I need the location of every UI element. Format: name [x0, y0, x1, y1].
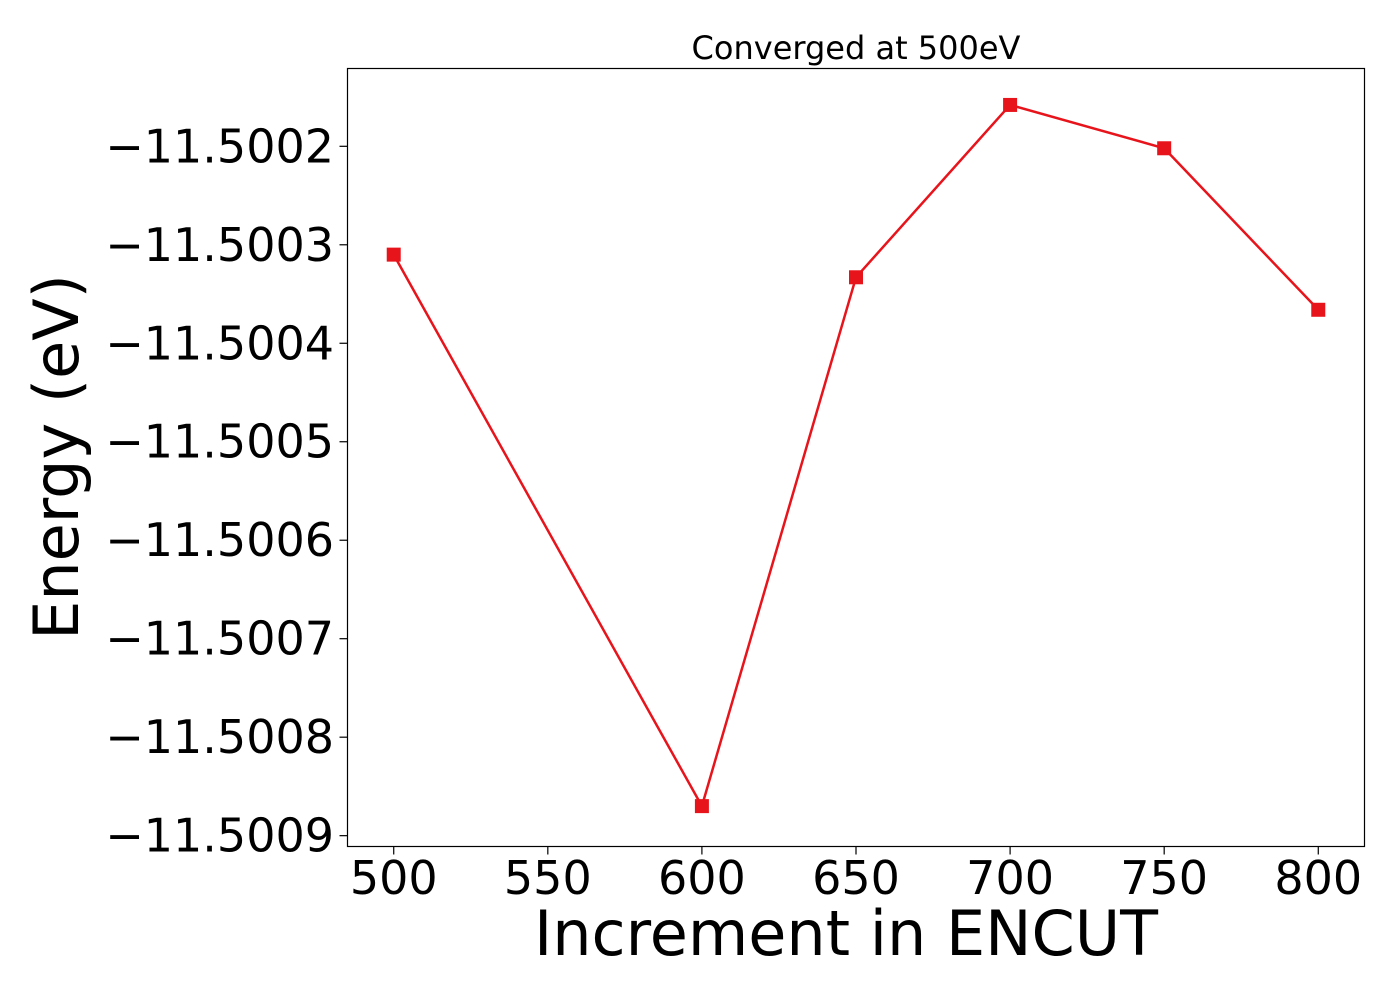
series-line	[392, 103, 1320, 808]
y-axis-label: Energy (eV)	[20, 274, 93, 640]
chart-title: Converged at 500eV	[692, 29, 1021, 67]
x-tick-label: 500	[350, 851, 438, 905]
y-tick-label: −11.5006	[105, 513, 334, 567]
x-tick-label: 750	[1120, 851, 1208, 905]
y-tick-label: −11.5002	[105, 119, 334, 173]
x-tick-label: 600	[658, 851, 746, 905]
y-tick-label: −11.5004	[105, 316, 334, 370]
series-layer	[386, 97, 1326, 814]
y-tick-label: −11.5007	[105, 612, 334, 666]
y-tick-label: −11.5008	[105, 710, 334, 764]
data-point-marker	[386, 247, 401, 262]
x-tick-label: 550	[504, 851, 592, 905]
data-point-marker	[694, 799, 709, 814]
plot-area-frame	[346, 67, 1366, 848]
data-point-marker	[1003, 97, 1018, 112]
data-point-marker	[1311, 302, 1326, 317]
y-axis: −11.5002 −11.5003 −11.5004 −11.5005 −11.5006…	[105, 119, 348, 863]
y-tick-label: −11.5003	[105, 218, 334, 272]
y-tick-label: −11.5009	[105, 809, 334, 863]
data-point-marker	[1157, 141, 1172, 156]
x-tick-label: 700	[966, 851, 1054, 905]
x-axis: 500 550 600 650 700 750 800	[350, 846, 1362, 905]
x-tick-label: 800	[1274, 851, 1362, 905]
y-tick-label: −11.5005	[105, 415, 334, 469]
data-point-marker	[849, 270, 863, 285]
x-axis-label: Increment in ENCUT	[534, 897, 1159, 970]
x-tick-label: 650	[812, 851, 900, 905]
